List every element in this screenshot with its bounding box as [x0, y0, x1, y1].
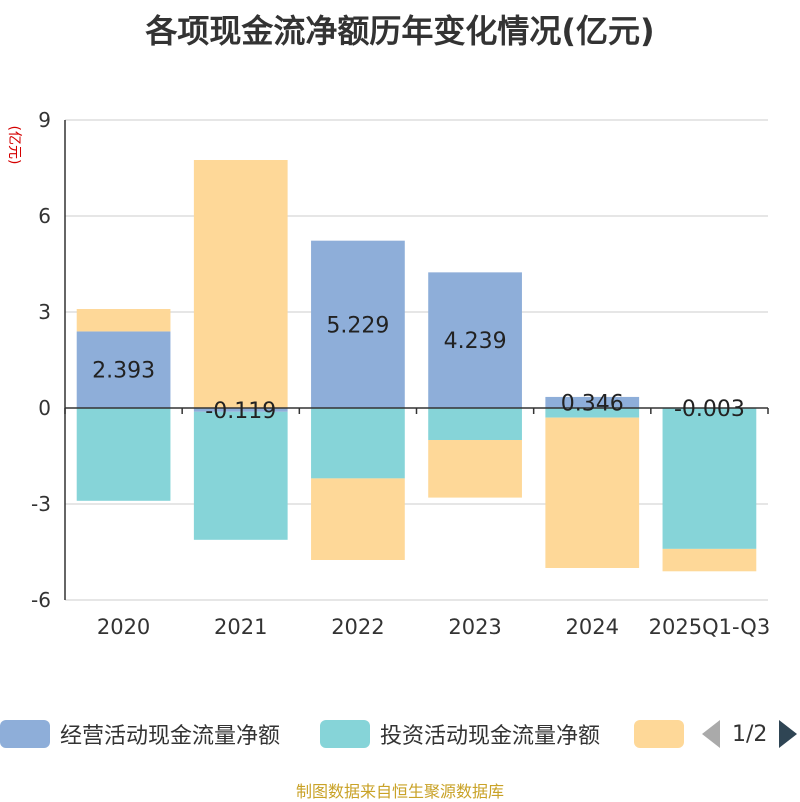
legend-pager: 1/2 — [702, 716, 797, 752]
legend: 经营活动现金流量净额 投资活动现金流量净额 1/2 — [0, 716, 800, 752]
x-tick-label: 2023 — [448, 615, 501, 639]
x-tick-label: 2020 — [97, 615, 150, 639]
data-source-note: 制图数据来自恒生聚源数据库 — [0, 778, 800, 802]
x-tick-label: 2024 — [566, 615, 619, 639]
bar-segment — [77, 309, 171, 331]
data-label: -0.003 — [674, 397, 745, 422]
data-label: -0.119 — [205, 399, 276, 424]
legend-item-financing[interactable] — [634, 716, 694, 752]
legend-swatch-financing — [634, 720, 684, 748]
legend-swatch-investing — [320, 720, 370, 748]
bar-segment — [311, 478, 405, 560]
legend-label-operating: 经营活动现金流量净额 — [60, 718, 280, 750]
y-tick-label: -3 — [31, 492, 51, 516]
legend-swatch-operating — [0, 720, 50, 748]
bar-segment — [77, 408, 171, 501]
x-tick-label: 2021 — [214, 615, 267, 639]
next-page-icon[interactable] — [779, 720, 797, 748]
legend-label-investing: 投资活动现金流量净额 — [380, 718, 600, 750]
data-label: 0.346 — [561, 391, 624, 416]
legend-page-indicator: 1/2 — [732, 722, 767, 747]
y-tick-label: 9 — [38, 108, 51, 132]
prev-page-icon[interactable] — [702, 720, 720, 748]
bar-segment — [311, 408, 405, 478]
legend-item-operating[interactable]: 经营活动现金流量净额 — [0, 716, 280, 752]
bar-segment — [428, 408, 522, 440]
y-tick-label: 0 — [38, 396, 51, 420]
bar-segment — [663, 408, 757, 549]
y-tick-label: -6 — [31, 588, 51, 612]
x-tick-label: 2022 — [331, 615, 384, 639]
y-tick-label: 3 — [38, 300, 51, 324]
bar-segment — [194, 412, 288, 540]
y-axis-label: (亿元) — [6, 126, 22, 165]
data-label: 5.229 — [326, 313, 389, 338]
data-label: 4.239 — [444, 329, 507, 354]
data-label: 2.393 — [92, 359, 155, 384]
bar-segment — [663, 549, 757, 571]
bar-segment — [194, 160, 288, 408]
bar-segment — [545, 418, 639, 568]
legend-item-investing[interactable]: 投资活动现金流量净额 — [320, 716, 600, 752]
x-tick-label: 2025Q1-Q3 — [649, 615, 771, 639]
bar-segment — [428, 440, 522, 498]
y-tick-label: 6 — [38, 204, 51, 228]
stacked-bar-chart: -6 -3 0 3 6 9 (亿元) 2.393 -0.119 5.229 4.239 0.346 -0… — [0, 0, 800, 700]
